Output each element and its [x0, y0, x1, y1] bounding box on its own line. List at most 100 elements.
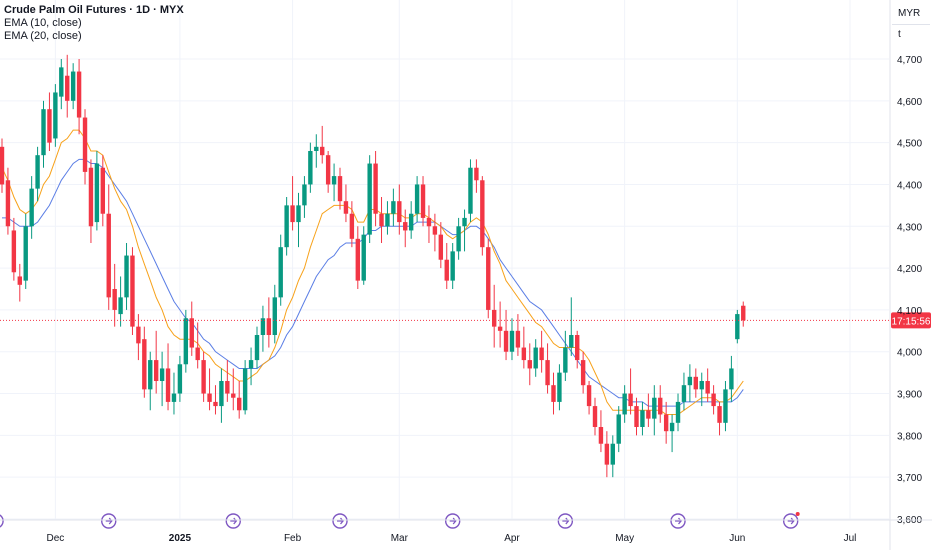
- candle[interactable]: [628, 368, 633, 415]
- candle[interactable]: [207, 368, 212, 411]
- candle[interactable]: [23, 213, 28, 289]
- candle[interactable]: [735, 309, 740, 344]
- candle[interactable]: [278, 234, 283, 306]
- candle[interactable]: [5, 167, 11, 235]
- candle[interactable]: [669, 414, 675, 453]
- candle[interactable]: [408, 201, 414, 239]
- candle[interactable]: [675, 393, 681, 432]
- candle[interactable]: [391, 188, 396, 227]
- candle[interactable]: [527, 343, 532, 386]
- currency-label[interactable]: MYR: [898, 8, 921, 19]
- candle[interactable]: [592, 397, 598, 436]
- candle[interactable]: [242, 360, 248, 415]
- event-marker-icon[interactable]: [444, 513, 461, 529]
- candle[interactable]: [474, 159, 479, 193]
- candle[interactable]: [284, 197, 289, 256]
- candle[interactable]: [165, 343, 171, 411]
- candle[interactable]: [29, 176, 34, 239]
- candle[interactable]: [658, 385, 663, 423]
- candle[interactable]: [35, 146, 40, 202]
- candle[interactable]: [723, 381, 728, 432]
- event-marker-icon[interactable]: [782, 513, 799, 529]
- candle[interactable]: [302, 176, 307, 218]
- candle[interactable]: [420, 176, 426, 227]
- candle[interactable]: [521, 326, 527, 369]
- candle[interactable]: [367, 155, 372, 243]
- candle[interactable]: [450, 243, 455, 289]
- candle[interactable]: [76, 59, 82, 135]
- candle[interactable]: [219, 368, 224, 423]
- candle[interactable]: [355, 226, 360, 289]
- candle[interactable]: [687, 364, 693, 402]
- candle[interactable]: [17, 263, 22, 302]
- candle[interactable]: [153, 330, 159, 394]
- candle[interactable]: [432, 213, 438, 252]
- candle[interactable]: [480, 176, 485, 256]
- candle[interactable]: [397, 184, 402, 235]
- candle[interactable]: [586, 381, 592, 415]
- candle[interactable]: [260, 305, 266, 352]
- candle[interactable]: [349, 201, 355, 248]
- candle[interactable]: [136, 314, 141, 361]
- candle[interactable]: [118, 276, 123, 327]
- candle[interactable]: [337, 167, 343, 210]
- candle[interactable]: [741, 301, 746, 327]
- candle[interactable]: [373, 151, 378, 227]
- candle[interactable]: [272, 284, 277, 344]
- candle[interactable]: [545, 343, 550, 394]
- candle[interactable]: [693, 368, 699, 398]
- candle[interactable]: [414, 176, 420, 223]
- candle[interactable]: [331, 163, 337, 202]
- candle[interactable]: [70, 63, 76, 110]
- event-marker-icon[interactable]: [670, 513, 686, 529]
- candle[interactable]: [444, 243, 449, 289]
- candle[interactable]: [53, 84, 58, 147]
- candle[interactable]: [177, 355, 183, 402]
- candle[interactable]: [557, 364, 562, 411]
- candle[interactable]: [652, 385, 657, 436]
- candle[interactable]: [100, 155, 106, 227]
- candle[interactable]: [456, 217, 461, 260]
- candle[interactable]: [237, 381, 242, 419]
- candle[interactable]: [569, 297, 574, 356]
- candle[interactable]: [711, 385, 716, 415]
- candle[interactable]: [663, 401, 669, 444]
- candle[interactable]: [575, 330, 580, 369]
- candle[interactable]: [681, 372, 687, 411]
- event-marker-icon[interactable]: [225, 513, 241, 529]
- candle[interactable]: [403, 209, 408, 248]
- candle[interactable]: [266, 297, 272, 348]
- candle[interactable]: [195, 322, 200, 369]
- candle[interactable]: [213, 385, 218, 415]
- candle[interactable]: [112, 263, 117, 327]
- candle[interactable]: [539, 330, 544, 373]
- candle[interactable]: [0, 138, 5, 193]
- candle[interactable]: [598, 410, 604, 453]
- candle[interactable]: [248, 347, 254, 386]
- candle[interactable]: [106, 184, 111, 310]
- candle[interactable]: [462, 209, 467, 252]
- candle[interactable]: [148, 351, 153, 411]
- candle[interactable]: [616, 406, 621, 453]
- candle[interactable]: [159, 351, 165, 407]
- candle[interactable]: [486, 238, 491, 319]
- candle[interactable]: [183, 309, 189, 373]
- candle[interactable]: [231, 368, 236, 411]
- candle[interactable]: [11, 217, 17, 281]
- event-marker-icon[interactable]: [332, 513, 348, 529]
- candle[interactable]: [59, 59, 64, 110]
- candle[interactable]: [610, 435, 615, 478]
- candle[interactable]: [296, 192, 301, 248]
- candle[interactable]: [142, 326, 147, 398]
- candle[interactable]: [325, 151, 331, 193]
- candle[interactable]: [699, 372, 704, 407]
- candle[interactable]: [385, 201, 390, 235]
- candle[interactable]: [65, 54, 70, 118]
- candle[interactable]: [491, 284, 497, 348]
- candle[interactable]: [130, 247, 135, 335]
- unit-label[interactable]: t: [892, 24, 930, 45]
- event-marker-icon[interactable]: [101, 513, 117, 529]
- candle[interactable]: [189, 301, 194, 356]
- candle[interactable]: [646, 393, 651, 427]
